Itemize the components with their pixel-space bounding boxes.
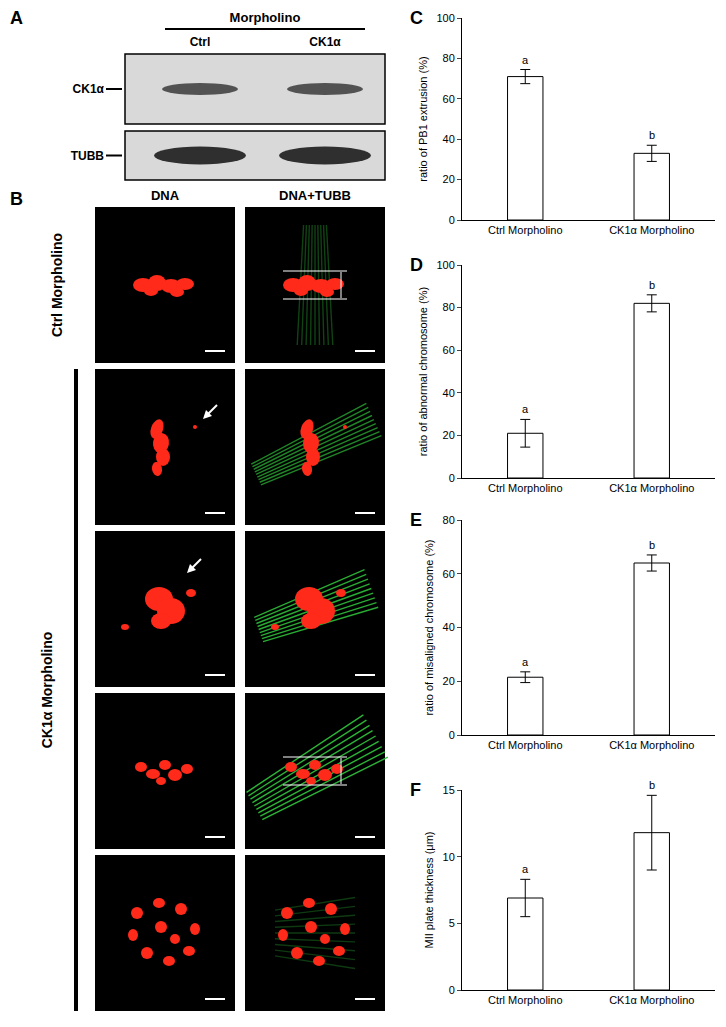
- svg-text:60: 60: [443, 568, 455, 580]
- svg-text:Ctrl Morpholino: Ctrl Morpholino: [49, 233, 65, 337]
- svg-text:CK1α Morpholino: CK1α Morpholino: [609, 994, 694, 1006]
- svg-text:Ctrl: Ctrl: [190, 35, 211, 49]
- svg-text:40: 40: [443, 133, 455, 145]
- svg-text:15: 15: [443, 784, 455, 796]
- svg-text:60: 60: [443, 344, 455, 356]
- svg-text:a: a: [522, 656, 529, 668]
- svg-text:Ctrl Morpholino: Ctrl Morpholino: [488, 482, 563, 494]
- svg-text:5: 5: [449, 917, 455, 929]
- svg-text:0: 0: [449, 472, 455, 484]
- svg-text:D: D: [410, 255, 423, 275]
- svg-text:b: b: [649, 779, 655, 791]
- svg-text:a: a: [522, 863, 529, 875]
- svg-text:CK1α: CK1α: [309, 35, 341, 49]
- svg-text:C: C: [410, 8, 423, 28]
- svg-text:F: F: [410, 780, 421, 800]
- svg-text:CK1α: CK1α: [73, 82, 105, 96]
- svg-text:Ctrl Morpholino: Ctrl Morpholino: [488, 224, 563, 236]
- svg-text:a: a: [522, 403, 529, 415]
- svg-text:CK1α Morpholino: CK1α Morpholino: [39, 632, 55, 749]
- svg-text:0: 0: [449, 729, 455, 741]
- svg-text:20: 20: [443, 429, 455, 441]
- svg-text:20: 20: [443, 173, 455, 185]
- svg-text:80: 80: [443, 514, 455, 526]
- svg-text:b: b: [649, 129, 655, 141]
- svg-text:TUBB: TUBB: [71, 149, 105, 163]
- svg-text:40: 40: [443, 621, 455, 633]
- svg-text:a: a: [522, 54, 529, 66]
- svg-text:b: b: [649, 539, 655, 551]
- svg-text:E: E: [410, 510, 422, 530]
- svg-text:DNA+TUBB: DNA+TUBB: [279, 188, 351, 203]
- svg-text:80: 80: [443, 301, 455, 313]
- svg-text:0: 0: [449, 984, 455, 996]
- svg-text:40: 40: [443, 387, 455, 399]
- svg-text:CK1α Morpholino: CK1α Morpholino: [609, 482, 694, 494]
- svg-text:B: B: [10, 189, 23, 209]
- svg-text:MII plate thickness (μm): MII plate thickness (μm): [423, 832, 435, 949]
- svg-text:CK1α Morpholino: CK1α Morpholino: [609, 224, 694, 236]
- svg-text:ratio of abnormal chromosome (: ratio of abnormal chromosome (%): [417, 287, 429, 456]
- svg-text:100: 100: [436, 12, 454, 24]
- svg-text:ratio of misaligned chromosome: ratio of misaligned chromosome (%): [423, 539, 435, 715]
- svg-text:Ctrl Morpholino: Ctrl Morpholino: [488, 739, 563, 751]
- svg-text:0: 0: [449, 214, 455, 226]
- svg-text:Ctrl Morpholino: Ctrl Morpholino: [488, 994, 563, 1006]
- svg-text:ratio of PB1 extrusion (%): ratio of PB1 extrusion (%): [417, 56, 429, 181]
- svg-text:10: 10: [443, 851, 455, 863]
- svg-text:b: b: [649, 279, 655, 291]
- svg-text:CK1α Morpholino: CK1α Morpholino: [609, 739, 694, 751]
- svg-text:60: 60: [443, 93, 455, 105]
- svg-text:20: 20: [443, 675, 455, 687]
- svg-text:DNA: DNA: [151, 188, 180, 203]
- svg-text:Morpholino: Morpholino: [230, 10, 301, 25]
- svg-text:A: A: [10, 8, 23, 28]
- svg-text:80: 80: [443, 52, 455, 64]
- svg-text:100: 100: [436, 259, 454, 271]
